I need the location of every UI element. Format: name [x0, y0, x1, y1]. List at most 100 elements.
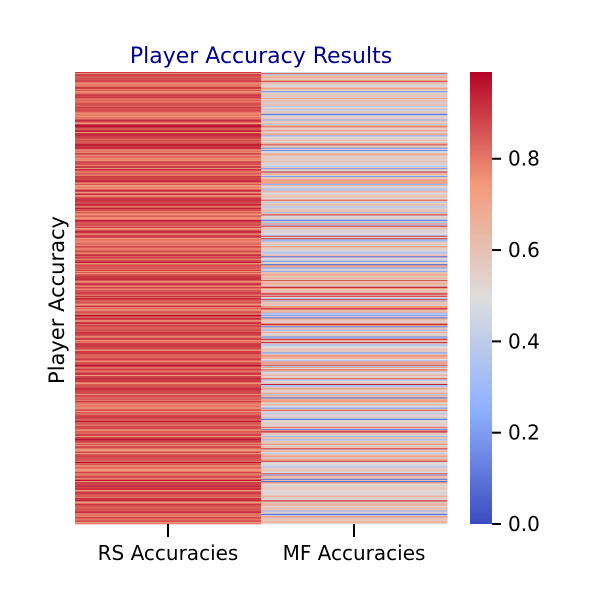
heatmap-cell: [75, 307, 262, 309]
heatmap-cell: [75, 340, 262, 343]
heatmap-cell: [75, 313, 262, 316]
heatmap-cell: [75, 209, 262, 212]
heatmap-cell: [261, 223, 448, 225]
heatmap-cell: [75, 373, 262, 376]
heatmap-cell: [75, 508, 262, 510]
heatmap-cell: [261, 218, 448, 221]
heatmap-cell: [75, 92, 262, 94]
heatmap-cell: [261, 192, 448, 195]
heatmap-cell: [261, 508, 448, 510]
heatmap-cell: [261, 256, 448, 258]
heatmap-cell: [261, 159, 448, 161]
heatmap-cell: [75, 102, 262, 104]
heatmap-cell: [75, 187, 262, 189]
heatmap-cell: [75, 351, 262, 353]
heatmap-cell: [261, 469, 448, 472]
heatmap-cell: [75, 103, 262, 106]
heatmap-cell: [75, 111, 262, 114]
heatmap-cell: [75, 169, 262, 171]
heatmap-cell: [75, 241, 262, 243]
heatmap-cell: [261, 498, 448, 500]
heatmap-cell: [75, 234, 262, 237]
heatmap-cell: [261, 147, 448, 150]
heatmap-cell: [261, 310, 448, 312]
heatmap-cell: [75, 101, 262, 103]
heatmap-cell: [75, 361, 262, 363]
heatmap-cell: [261, 443, 448, 446]
heatmap-cell: [75, 491, 262, 493]
heatmap-cell: [261, 460, 448, 463]
heatmap-cell: [75, 513, 262, 516]
heatmap-cell: [261, 201, 448, 204]
heatmap-cell: [75, 82, 262, 84]
heatmap-cell: [261, 360, 448, 362]
heatmap-cell: [261, 183, 448, 186]
heatmap-cell: [75, 467, 262, 469]
heatmap-cell: [75, 223, 262, 225]
heatmap-cell: [75, 191, 262, 194]
heatmap-cell: [75, 284, 262, 286]
heatmap-cell: [261, 441, 448, 443]
heatmap-cell: [261, 485, 448, 488]
heatmap-cell: [261, 90, 448, 92]
heatmap-cell: [75, 139, 262, 142]
heatmap-cell: [75, 290, 262, 292]
heatmap-cell: [75, 185, 262, 187]
heatmap-cell: [75, 346, 262, 349]
heatmap-cell: [261, 255, 448, 257]
heatmap-cell: [75, 505, 262, 508]
heatmap-cell: [261, 494, 448, 497]
heatmap-cell: [75, 357, 262, 360]
heatmap-cell: [75, 345, 262, 347]
heatmap-cell: [261, 203, 448, 205]
heatmap-cell: [261, 331, 448, 334]
heatmap-cell: [261, 425, 448, 428]
heatmap-cell: [75, 317, 262, 319]
heatmap-cell: [75, 259, 262, 262]
heatmap-cell: [75, 170, 262, 172]
heatmap-cell: [75, 295, 262, 298]
heatmap-cell: [261, 129, 448, 132]
heatmap-cell: [75, 268, 262, 271]
heatmap-cell: [75, 407, 262, 410]
heatmap-cell: [75, 510, 262, 512]
heatmap-cell: [261, 361, 448, 363]
heatmap-cell: [75, 172, 262, 175]
heatmap-cell: [261, 338, 448, 341]
heatmap-cell: [75, 135, 262, 137]
heatmap-cell: [261, 461, 448, 464]
heatmap-cell: [75, 352, 262, 354]
heatmap-cell: [261, 231, 448, 233]
heatmap-cell: [75, 99, 262, 101]
heatmap-cell: [75, 398, 262, 401]
heatmap-cell: [75, 253, 262, 256]
heatmap-cell: [75, 203, 262, 205]
heatmap-cell: [75, 91, 262, 93]
heatmap-cell: [75, 329, 262, 332]
heatmap-cell: [261, 270, 448, 273]
heatmap-cell: [75, 72, 262, 74]
heatmap-cell: [261, 335, 448, 337]
heatmap-cell: [75, 155, 262, 158]
heatmap-cell: [261, 113, 448, 116]
heatmap-cell: [261, 314, 448, 317]
heatmap-cell: [75, 151, 262, 153]
heatmap-cell: [75, 371, 262, 373]
heatmap-cell: [75, 107, 262, 109]
heatmap-cell: [75, 114, 262, 117]
heatmap-cell: [75, 327, 262, 329]
heatmap-cell: [261, 446, 448, 448]
heatmap-cell: [75, 328, 262, 330]
heatmap-cell: [75, 401, 262, 404]
heatmap-cell: [261, 174, 448, 177]
heatmap-cell: [261, 74, 448, 76]
heatmap-cell: [75, 294, 262, 297]
heatmap-cell: [75, 119, 262, 121]
heatmap-cell: [261, 372, 448, 375]
heatmap-cell: [75, 387, 262, 389]
heatmap-cell: [261, 262, 448, 265]
heatmap-cell: [75, 235, 262, 238]
heatmap-cell: [75, 286, 262, 289]
heatmap-cell: [75, 264, 262, 266]
